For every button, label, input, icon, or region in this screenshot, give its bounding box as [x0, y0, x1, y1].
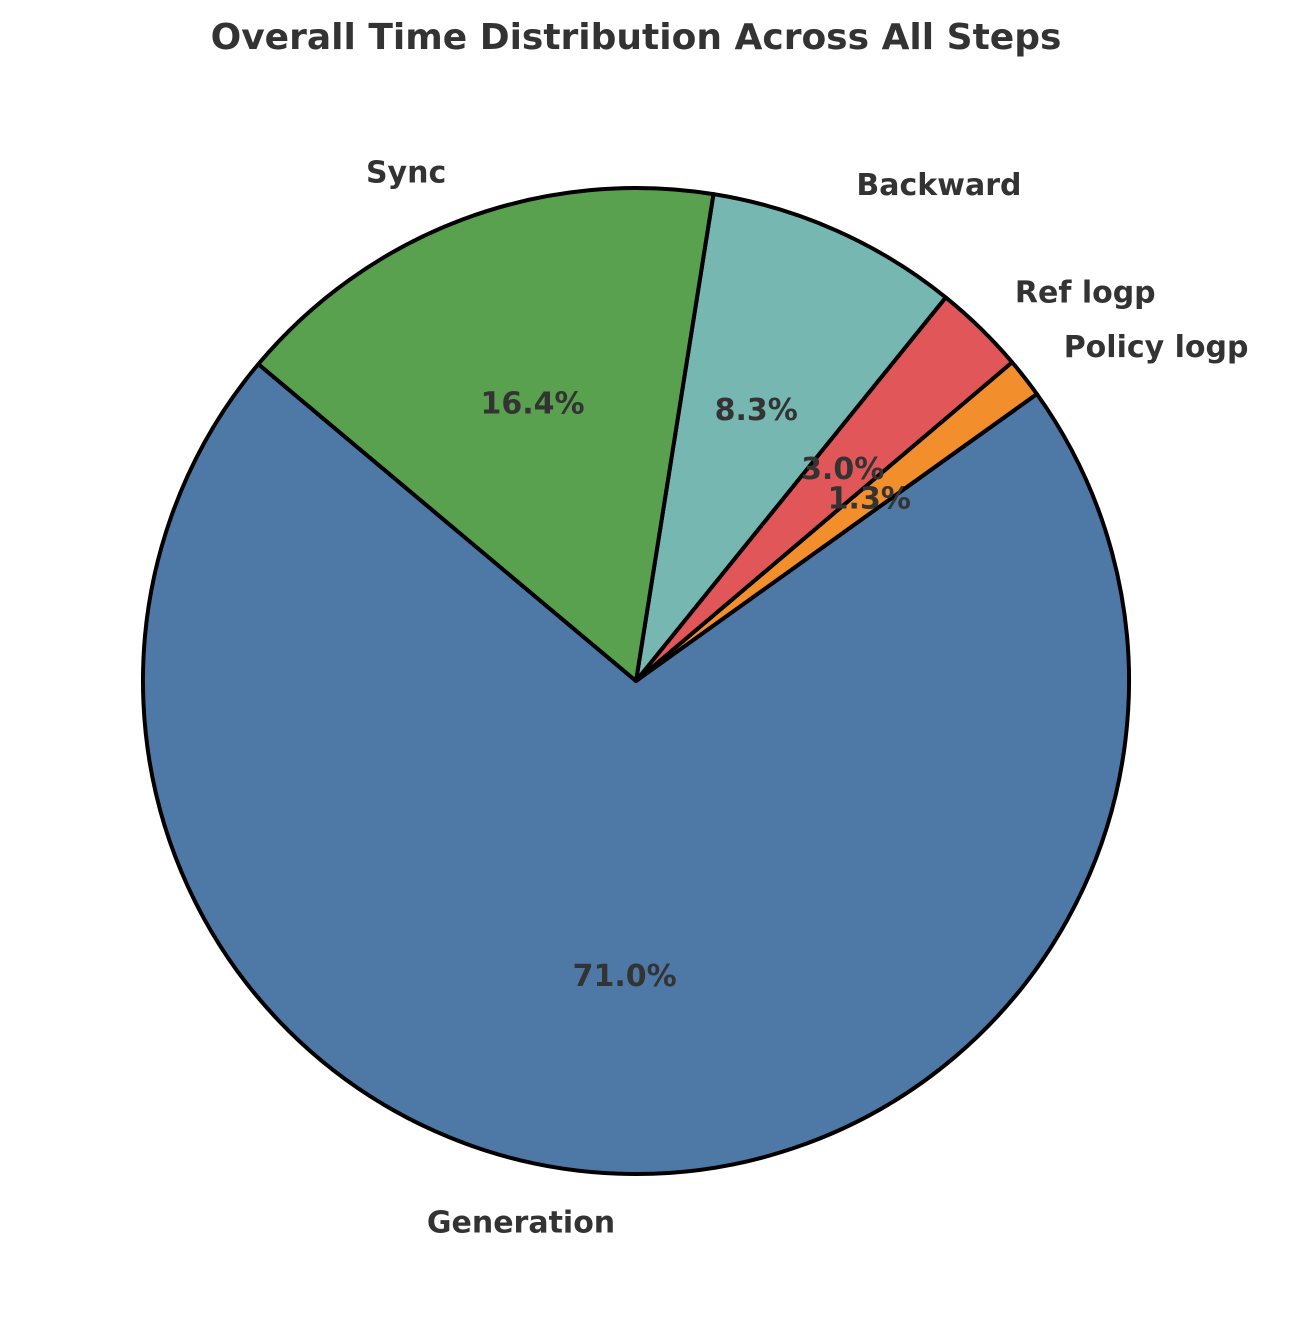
slice-percent-policy-logp: 1.3%	[828, 482, 911, 517]
slice-label-policy-logp: Policy logp	[1064, 330, 1249, 365]
pie-slice-backward	[634, 192, 948, 683]
pie-slice-generation	[141, 362, 1131, 1176]
slice-label-sync: Sync	[366, 155, 446, 190]
slice-percent-backward: 8.3%	[715, 393, 798, 428]
pie-slice-sync	[256, 186, 716, 683]
slice-percent-sync: 16.4%	[480, 386, 584, 421]
pie-slices	[141, 186, 1131, 1176]
pie-labels: Generation 71.0% Policy logp 1.3% Ref logp 3.…	[366, 155, 1249, 1240]
slice-label-backward: Backward	[856, 168, 1021, 203]
slice-percent-ref-logp: 3.0%	[801, 452, 884, 487]
chart-title: Overall Time Distribution Across All Ste…	[211, 17, 1062, 58]
slice-label-generation: Generation	[427, 1205, 615, 1240]
slice-percent-generation: 71.0%	[573, 959, 677, 994]
slice-label-ref-logp: Ref logp	[1015, 276, 1156, 311]
